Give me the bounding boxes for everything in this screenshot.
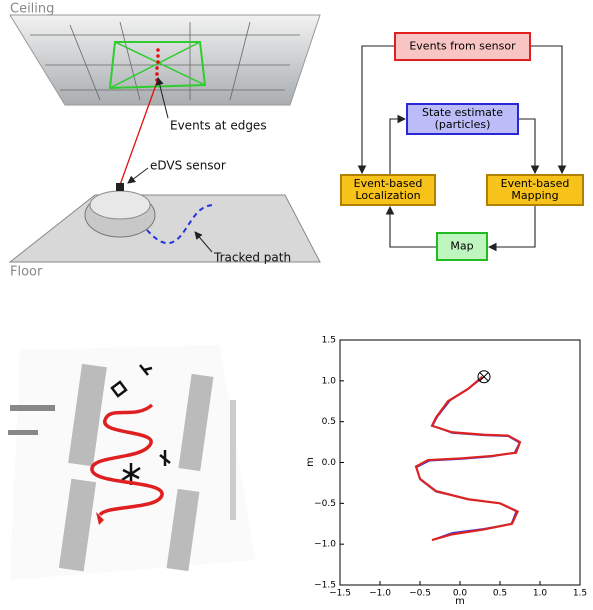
y-tick-label: 1.5 [322,336,336,346]
map-image [8,345,255,580]
node-label: Map [450,240,473,253]
x-tick-label: 1.0 [533,589,548,599]
label: Tracked path [213,251,291,265]
x-tick-label: −0.5 [409,589,431,599]
y-tick-label: −1.5 [314,581,336,591]
x-tick-label: 0.5 [493,589,507,599]
label: Floor [10,265,43,280]
node-label: Localization [355,189,420,202]
y-tick-label: 0.5 [322,417,336,427]
plot-frame [340,340,580,585]
arrows [362,46,562,247]
label: Events at edges [170,119,267,133]
x-tick-label: 1.5 [573,589,587,599]
figure: Ceiling Floor Events at edges eDVS senso… [0,0,593,606]
y-tick-label: 0.0 [322,458,337,468]
illustration: Ceiling Floor Events at edges eDVS senso… [10,2,320,280]
label: eDVS sensor [150,159,226,173]
y-axis-label: m [305,457,316,467]
x-tick-label: −1.0 [369,589,391,599]
pointer [128,168,148,183]
label: Ceiling [10,2,54,17]
y-tick-label: 1.0 [322,376,337,386]
sensor-top [90,191,150,219]
sensor [116,183,124,191]
y-tick-label: −1.0 [314,540,336,550]
x-tick-label: 0.0 [453,589,468,599]
node-label: Mapping [511,189,558,202]
node-label: Events from sensor [409,40,516,53]
node-label: (particles) [435,118,491,131]
map-bg [10,345,255,580]
y-tick-label: −0.5 [314,499,336,509]
